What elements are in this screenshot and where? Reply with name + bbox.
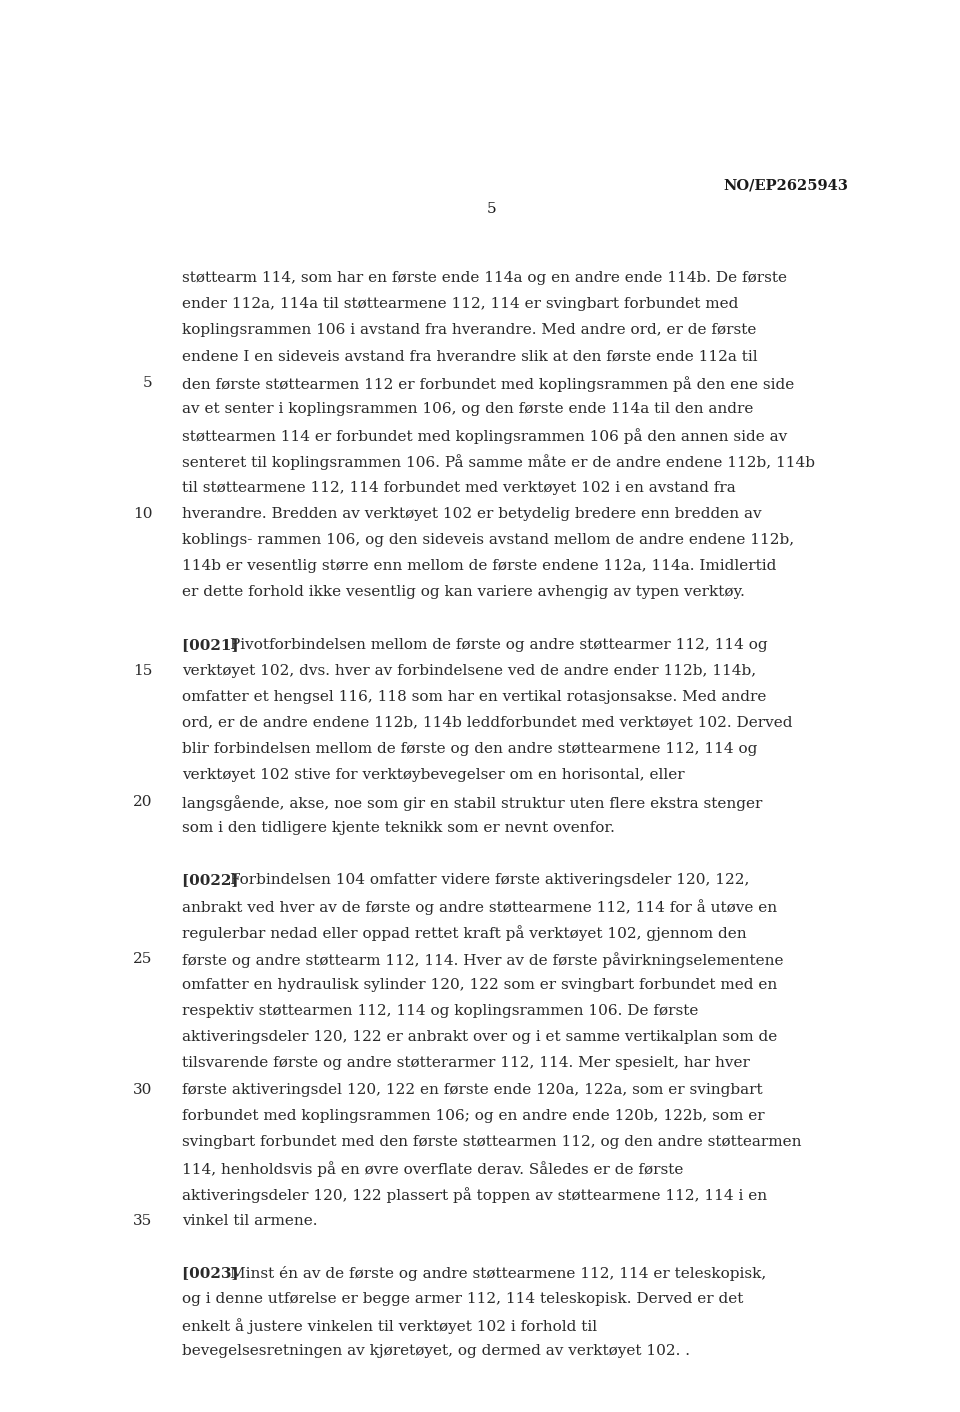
Text: blir forbindelsen mellom de første og den andre støttearmene 112, 114 og: blir forbindelsen mellom de første og de…	[182, 743, 757, 757]
Text: 10: 10	[133, 507, 153, 521]
Text: anbrakt ved hver av de første og andre støttearmene 112, 114 for å utøve en: anbrakt ved hver av de første og andre s…	[182, 899, 778, 915]
Text: 5: 5	[143, 376, 153, 390]
Text: Pivotforbindelsen mellom de første og andre støttearmer 112, 114 og: Pivotforbindelsen mellom de første og an…	[230, 638, 768, 651]
Text: NO/EP2625943: NO/EP2625943	[724, 179, 849, 192]
Text: forbundet med koplingsrammen 106; og en andre ende 120b, 122b, som er: forbundet med koplingsrammen 106; og en …	[182, 1108, 764, 1123]
Text: 20: 20	[133, 795, 153, 809]
Text: 35: 35	[133, 1213, 153, 1227]
Text: verktøyet 102 stive for verktøybevegelser om en horisontal, eller: verktøyet 102 stive for verktøybevegelse…	[182, 768, 684, 782]
Text: aktiveringsdeler 120, 122 plassert på toppen av støttearmene 112, 114 i en: aktiveringsdeler 120, 122 plassert på to…	[182, 1187, 767, 1203]
Text: og i denne utførelse er begge armer 112, 114 teleskopisk. Derved er det: og i denne utførelse er begge armer 112,…	[182, 1292, 743, 1306]
Text: senteret til koplingsrammen 106. På samme måte er de andre endene 112b, 114b: senteret til koplingsrammen 106. På samm…	[182, 455, 815, 470]
Text: Minst én av de første og andre støttearmene 112, 114 er teleskopisk,: Minst én av de første og andre støttearm…	[230, 1267, 766, 1281]
Text: er dette forhold ikke vesentlig og kan variere avhengig av typen verktøy.: er dette forhold ikke vesentlig og kan v…	[182, 585, 745, 599]
Text: hverandre. Bredden av verktøyet 102 er betydelig bredere enn bredden av: hverandre. Bredden av verktøyet 102 er b…	[182, 507, 761, 521]
Text: enkelt å justere vinkelen til verktøyet 102 i forhold til: enkelt å justere vinkelen til verktøyet …	[182, 1319, 597, 1334]
Text: 15: 15	[133, 664, 153, 678]
Text: omfatter en hydraulisk sylinder 120, 122 som er svingbart forbundet med en: omfatter en hydraulisk sylinder 120, 122…	[182, 979, 778, 993]
Text: aktiveringsdeler 120, 122 er anbrakt over og i et samme vertikalplan som de: aktiveringsdeler 120, 122 er anbrakt ove…	[182, 1031, 778, 1045]
Text: av et senter i koplingsrammen 106, og den første ende 114a til den andre: av et senter i koplingsrammen 106, og de…	[182, 402, 754, 417]
Text: ord, er de andre endene 112b, 114b leddforbundet med verktøyet 102. Derved: ord, er de andre endene 112b, 114b leddf…	[182, 716, 793, 730]
Text: [0023]: [0023]	[182, 1267, 244, 1279]
Text: ender 112a, 114a til støttearmene 112, 114 er svingbart forbundet med: ender 112a, 114a til støttearmene 112, 1…	[182, 298, 738, 311]
Text: [0022]: [0022]	[182, 873, 244, 887]
Text: respektiv støttearmen 112, 114 og koplingsrammen 106. De første: respektiv støttearmen 112, 114 og koplin…	[182, 1004, 698, 1018]
Text: omfatter et hengsel 116, 118 som har en vertikal rotasjonsakse. Med andre: omfatter et hengsel 116, 118 som har en …	[182, 690, 766, 705]
Text: første og andre støttearm 112, 114. Hver av de første påvirkningselementene: første og andre støttearm 112, 114. Hver…	[182, 952, 783, 967]
Text: tilsvarende første og andre støtterarmer 112, 114. Mer spesielt, har hver: tilsvarende første og andre støtterarmer…	[182, 1056, 750, 1070]
Text: som i den tidligere kjente teknikk som er nevnt ovenfor.: som i den tidligere kjente teknikk som e…	[182, 820, 614, 834]
Text: første aktiveringsdel 120, 122 en første ende 120a, 122a, som er svingbart: første aktiveringsdel 120, 122 en første…	[182, 1083, 762, 1097]
Text: koblings- rammen 106, og den sideveis avstand mellom de andre endene 112b,: koblings- rammen 106, og den sideveis av…	[182, 532, 794, 546]
Text: [0021]: [0021]	[182, 638, 244, 651]
Text: 30: 30	[133, 1083, 153, 1097]
Text: 114b er vesentlig større enn mellom de første endene 112a, 114a. Imidlertid: 114b er vesentlig større enn mellom de f…	[182, 559, 777, 573]
Text: endene I en sideveis avstand fra hverandre slik at den første ende 112a til: endene I en sideveis avstand fra hverand…	[182, 350, 757, 364]
Text: regulerbar nedad eller oppad rettet kraft på verktøyet 102, gjennom den: regulerbar nedad eller oppad rettet kraf…	[182, 926, 747, 942]
Text: Forbindelsen 104 omfatter videre første aktiveringsdeler 120, 122,: Forbindelsen 104 omfatter videre første …	[229, 873, 749, 887]
Text: den første støttearmen 112 er forbundet med koplingsrammen på den ene side: den første støttearmen 112 er forbundet …	[182, 376, 794, 391]
Text: koplingsrammen 106 i avstand fra hverandre. Med andre ord, er de første: koplingsrammen 106 i avstand fra hverand…	[182, 323, 756, 337]
Text: verktøyet 102, dvs. hver av forbindelsene ved de andre ender 112b, 114b,: verktøyet 102, dvs. hver av forbindelsen…	[182, 664, 756, 678]
Text: svingbart forbundet med den første støttearmen 112, og den andre støttearmen: svingbart forbundet med den første støtt…	[182, 1135, 802, 1149]
Text: støttearmen 114 er forbundet med koplingsrammen 106 på den annen side av: støttearmen 114 er forbundet med kopling…	[182, 428, 787, 443]
Text: 5: 5	[487, 202, 497, 216]
Text: bevegelsesretningen av kjøretøyet, og dermed av verktøyet 102. .: bevegelsesretningen av kjøretøyet, og de…	[182, 1344, 690, 1358]
Text: vinkel til armene.: vinkel til armene.	[182, 1213, 318, 1227]
Text: 114, henholdsvis på en øvre overflate derav. Således er de første: 114, henholdsvis på en øvre overflate de…	[182, 1161, 684, 1178]
Text: til støttearmene 112, 114 forbundet med verktøyet 102 i en avstand fra: til støttearmene 112, 114 forbundet med …	[182, 480, 735, 494]
Text: støttearm 114, som har en første ende 114a og en andre ende 114b. De første: støttearm 114, som har en første ende 11…	[182, 271, 787, 285]
Text: langsgående, akse, noe som gir en stabil struktur uten flere ekstra stenger: langsgående, akse, noe som gir en stabil…	[182, 795, 762, 810]
Text: 25: 25	[133, 952, 153, 966]
